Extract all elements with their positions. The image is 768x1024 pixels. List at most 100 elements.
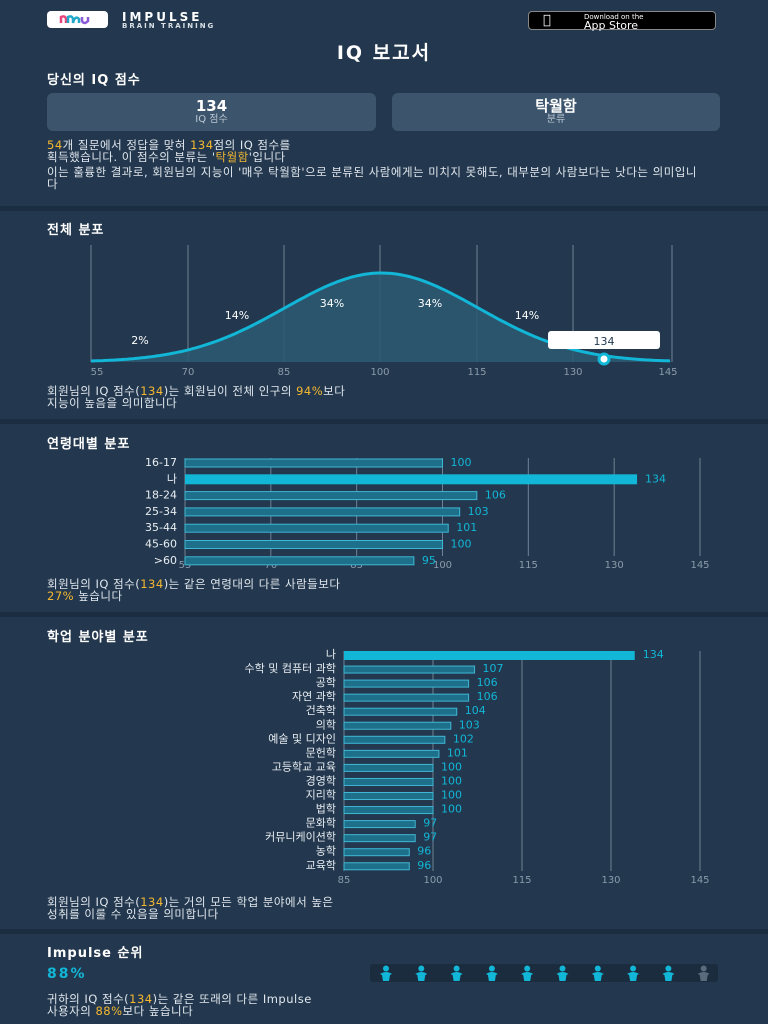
bar-value-label: 95 (422, 554, 436, 567)
x-tick-label: 115 (512, 875, 531, 886)
rank-text: 귀하의 IQ 점수(134)는 같은 또래의 다른 Impulse 사용자의 88… (47, 992, 312, 1018)
field-chart: 85 100 115 130 145 나 134 수학 및 컴퓨터 과학 107 공학 106 자연 … (245, 648, 710, 886)
section-divider (0, 929, 768, 934)
x-tick: 130 (563, 367, 582, 378)
bar-category-label: 지리학 (306, 789, 336, 802)
x-tick: 145 (658, 367, 677, 378)
page-title: IQ 보고서 (336, 42, 432, 64)
bar (343, 806, 434, 815)
pct-label: 14% (515, 309, 539, 322)
bar-category-label: 커뮤니케이션학 (265, 831, 336, 844)
x-tick-label: 145 (690, 560, 709, 571)
score-marker-tooltip (548, 331, 660, 349)
field-heading: 학업 분야별 분포 (47, 630, 149, 645)
bar (343, 721, 452, 730)
distribution-text: 회원님의 IQ 점수(134)는 회원님이 전체 인구의 94%보다 지능이 높음… (47, 384, 346, 410)
bar-value-label: 100 (441, 774, 462, 787)
x-tick: 85 (278, 367, 291, 378)
rank-value: 88% (47, 966, 87, 982)
x-tick-label: 145 (690, 875, 709, 886)
bar-category-label: 나 (167, 472, 177, 485)
bar-value-label: 102 (453, 732, 474, 745)
person-icon (380, 965, 392, 981)
x-tick-label: 115 (519, 560, 538, 571)
bar-value-label: 100 (441, 803, 462, 816)
bar-category-label: 문화학 (306, 817, 336, 830)
bar (184, 523, 449, 533)
bar (184, 540, 443, 549)
bar-value-label: 100 (441, 760, 462, 773)
bar (343, 749, 440, 758)
score-value: 134 (195, 97, 228, 115)
bar-category-label: 의학 (316, 718, 336, 731)
x-tick-label: 85 (338, 875, 351, 886)
pct-label: 14% (225, 309, 249, 322)
person-icon (450, 965, 463, 981)
person-icon (415, 965, 428, 981)
bar (184, 458, 443, 468)
bar-category-label: 예술 및 디자인 (268, 732, 336, 745)
bar-category-label: 수학 및 컴퓨터 과학 (245, 662, 336, 675)
bar (343, 707, 458, 716)
bar-category-label: 공학 (316, 676, 336, 689)
bar-category-label: 16-17 (145, 456, 177, 469)
section-divider (0, 612, 768, 617)
bar-category-label: 경영학 (306, 774, 336, 787)
x-tick: 100 (370, 367, 389, 378)
bar-value-label: 100 (451, 456, 472, 469)
people-ranking-bar (370, 964, 718, 982)
bar-category-label: 건축학 (306, 704, 336, 717)
section-divider (0, 206, 768, 211)
bar (343, 834, 416, 843)
x-tick: 70 (182, 367, 195, 378)
score-summary: 54개 질문에서 정답을 맞혀 134점의 IQ 점수를 획득했습니다. 이 점수… (47, 138, 291, 164)
x-tick-label: 130 (601, 875, 620, 886)
bar-value-label: 104 (465, 704, 486, 717)
x-tick-label: 130 (605, 560, 624, 571)
person-icon (521, 965, 534, 981)
age-text: 회원님의 IQ 점수(134)는 같은 연령대의 다른 사람들보다 27% 높습니… (47, 577, 341, 603)
rank-heading: Impulse 순위 (47, 946, 144, 961)
bar (184, 491, 478, 501)
score-label: IQ 점수 (195, 114, 228, 125)
field-text: 회원님의 IQ 점수(134)는 거의 모든 학업 분야에서 높은 성취를 이룰 … (47, 895, 334, 921)
classification-card: 탁월함 분류 (392, 93, 720, 131)
brand-subtitle: BRAIN TRAINING (122, 22, 216, 30)
brand-name: IMPULSE (122, 10, 203, 24)
bar-category-label: 45-60 (145, 538, 177, 551)
age-heading: 연령대별 분포 (47, 437, 131, 452)
score-card: 134 IQ 점수 (47, 93, 376, 131)
app-store-button[interactable]:  Download on the App Store (528, 11, 716, 32)
bar-category-label: 교육학 (306, 859, 336, 872)
bar-value-label: 107 (483, 662, 504, 675)
bar (343, 820, 416, 829)
apple-icon:  (543, 13, 551, 28)
score-heading: 당신의 IQ 점수 (47, 73, 141, 88)
person-icon (662, 965, 675, 981)
bar-value-label: 101 (447, 746, 468, 759)
distribution-chart: 2% 14% 34% 34% 14% 134 55 70 85 100 115 … (90, 245, 678, 378)
x-tick-label: 100 (433, 560, 452, 571)
app-store-line2: App Store (584, 19, 639, 32)
impulse-logo[interactable] (47, 11, 108, 28)
bar (343, 693, 470, 702)
bar-value-label: 106 (477, 690, 498, 703)
bar (343, 848, 410, 857)
bar-value-label: 100 (441, 789, 462, 802)
bar-value-label: 96 (417, 859, 431, 872)
bar (185, 474, 638, 485)
bar-category-label: 25-34 (145, 505, 177, 518)
bar-value-label: 96 (417, 845, 431, 858)
bar-value-label: 100 (451, 538, 472, 551)
bar (184, 507, 461, 517)
bar-value-label: 106 (477, 676, 498, 689)
bar (184, 556, 415, 566)
bar (343, 862, 410, 871)
bar (343, 792, 434, 800)
bar-category-label: 35-44 (145, 521, 177, 534)
bar-value-label: 101 (456, 521, 477, 534)
distribution-heading: 전체 분포 (47, 223, 105, 238)
bar (343, 763, 434, 772)
bell-curve-area (91, 273, 672, 362)
bell-curve-line (90, 271, 671, 363)
